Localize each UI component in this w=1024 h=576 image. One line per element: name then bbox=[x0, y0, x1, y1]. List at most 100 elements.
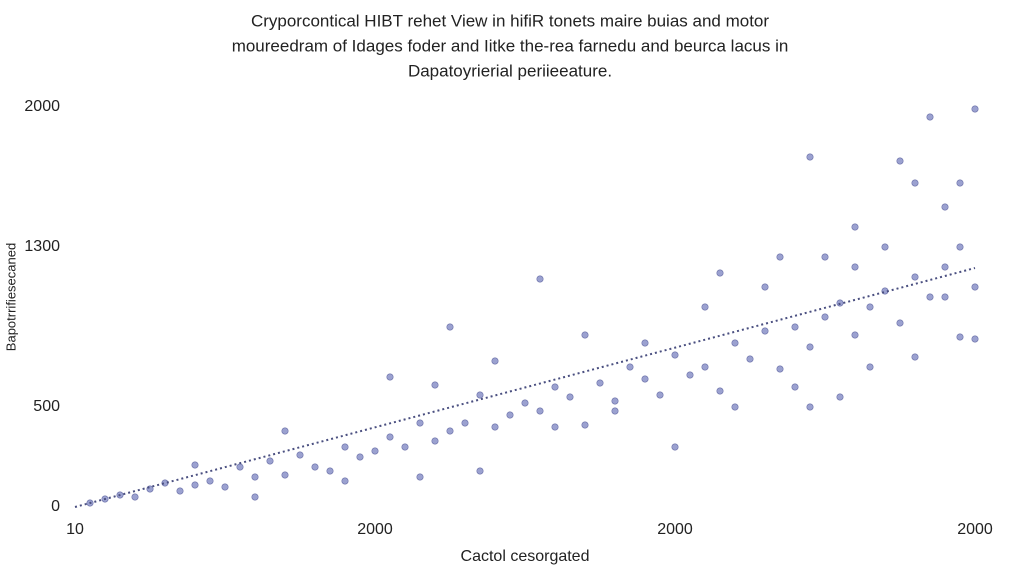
point bbox=[641, 339, 649, 347]
y-tick-label: 500 bbox=[33, 398, 60, 415]
point bbox=[836, 393, 844, 401]
point bbox=[641, 375, 649, 383]
y-tick-label: 2000 bbox=[24, 98, 60, 115]
trend-line bbox=[74, 267, 976, 508]
point bbox=[626, 363, 634, 371]
point bbox=[311, 463, 319, 471]
point bbox=[611, 407, 619, 415]
point bbox=[926, 113, 934, 121]
point bbox=[446, 427, 454, 435]
point bbox=[716, 269, 724, 277]
point bbox=[251, 473, 259, 481]
x-axis-label: Cactol cesorgated bbox=[461, 548, 590, 565]
point bbox=[731, 339, 739, 347]
y-axis-label: Bapotrrifiesecaned bbox=[3, 243, 18, 351]
point bbox=[746, 355, 754, 363]
point bbox=[806, 343, 814, 351]
point bbox=[476, 467, 484, 475]
point bbox=[821, 253, 829, 261]
point bbox=[416, 419, 424, 427]
point bbox=[911, 179, 919, 187]
point bbox=[386, 373, 394, 381]
point bbox=[206, 477, 214, 485]
point bbox=[791, 323, 799, 331]
point bbox=[791, 383, 799, 391]
point bbox=[596, 379, 604, 387]
point bbox=[431, 381, 439, 389]
point bbox=[251, 493, 259, 501]
point bbox=[296, 451, 304, 459]
point bbox=[806, 403, 814, 411]
point bbox=[401, 443, 409, 451]
point bbox=[971, 283, 979, 291]
point bbox=[431, 437, 439, 445]
point bbox=[701, 363, 709, 371]
point bbox=[896, 319, 904, 327]
point bbox=[761, 327, 769, 335]
point bbox=[956, 179, 964, 187]
point bbox=[941, 203, 949, 211]
point bbox=[281, 471, 289, 479]
point bbox=[521, 399, 529, 407]
point bbox=[911, 273, 919, 281]
point bbox=[851, 263, 859, 271]
point bbox=[281, 427, 289, 435]
point bbox=[416, 473, 424, 481]
point bbox=[941, 263, 949, 271]
point bbox=[371, 447, 379, 455]
point bbox=[341, 477, 349, 485]
point bbox=[506, 411, 514, 419]
point bbox=[866, 303, 874, 311]
point bbox=[851, 331, 859, 339]
point bbox=[446, 323, 454, 331]
point bbox=[551, 383, 559, 391]
point bbox=[866, 363, 874, 371]
point bbox=[581, 331, 589, 339]
point bbox=[491, 357, 499, 365]
point bbox=[176, 487, 184, 495]
y-tick-label: 0 bbox=[51, 498, 60, 515]
point bbox=[131, 493, 139, 501]
point bbox=[941, 293, 949, 301]
point bbox=[761, 283, 769, 291]
point bbox=[566, 393, 574, 401]
point bbox=[731, 403, 739, 411]
point bbox=[236, 463, 244, 471]
point bbox=[971, 335, 979, 343]
point bbox=[386, 433, 394, 441]
point bbox=[851, 223, 859, 231]
point bbox=[191, 461, 199, 469]
point bbox=[911, 353, 919, 361]
point bbox=[221, 483, 229, 491]
x-tick-label: 2000 bbox=[357, 521, 393, 538]
x-tick-label: 2000 bbox=[657, 521, 693, 538]
point bbox=[806, 153, 814, 161]
point bbox=[536, 407, 544, 415]
point bbox=[266, 457, 274, 465]
point bbox=[956, 243, 964, 251]
title-line: moureedram of Idages foder and Iitke the… bbox=[232, 36, 789, 55]
point bbox=[191, 481, 199, 489]
point bbox=[821, 313, 829, 321]
point bbox=[461, 419, 469, 427]
title-line: Dapatoyrierial periieeature. bbox=[408, 61, 612, 80]
y-tick-label: 1300 bbox=[24, 238, 60, 255]
point bbox=[671, 443, 679, 451]
point bbox=[701, 303, 709, 311]
point bbox=[656, 391, 664, 399]
point bbox=[686, 371, 694, 379]
x-tick-label: 10 bbox=[66, 521, 84, 538]
point bbox=[971, 105, 979, 113]
point bbox=[611, 397, 619, 405]
point bbox=[881, 243, 889, 251]
point bbox=[926, 293, 934, 301]
x-tick-label: 2000 bbox=[957, 521, 993, 538]
point bbox=[776, 253, 784, 261]
point bbox=[536, 275, 544, 283]
title-line: Cryporcontical HIBT rehet View in hifiR … bbox=[251, 11, 769, 30]
point bbox=[551, 423, 559, 431]
point bbox=[716, 387, 724, 395]
point bbox=[356, 453, 364, 461]
point bbox=[341, 443, 349, 451]
